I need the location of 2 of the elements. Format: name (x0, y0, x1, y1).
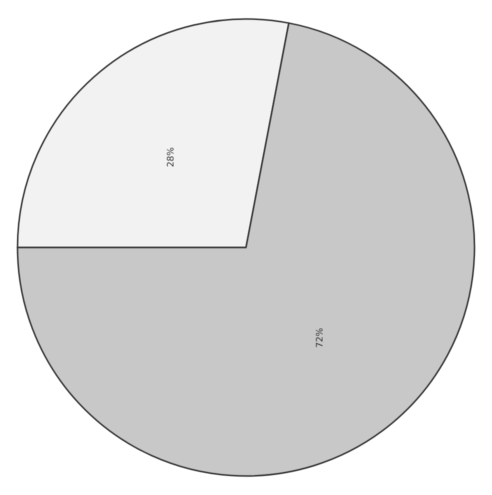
data-label: 28% (166, 146, 176, 168)
data-label: 72% (316, 327, 326, 348)
